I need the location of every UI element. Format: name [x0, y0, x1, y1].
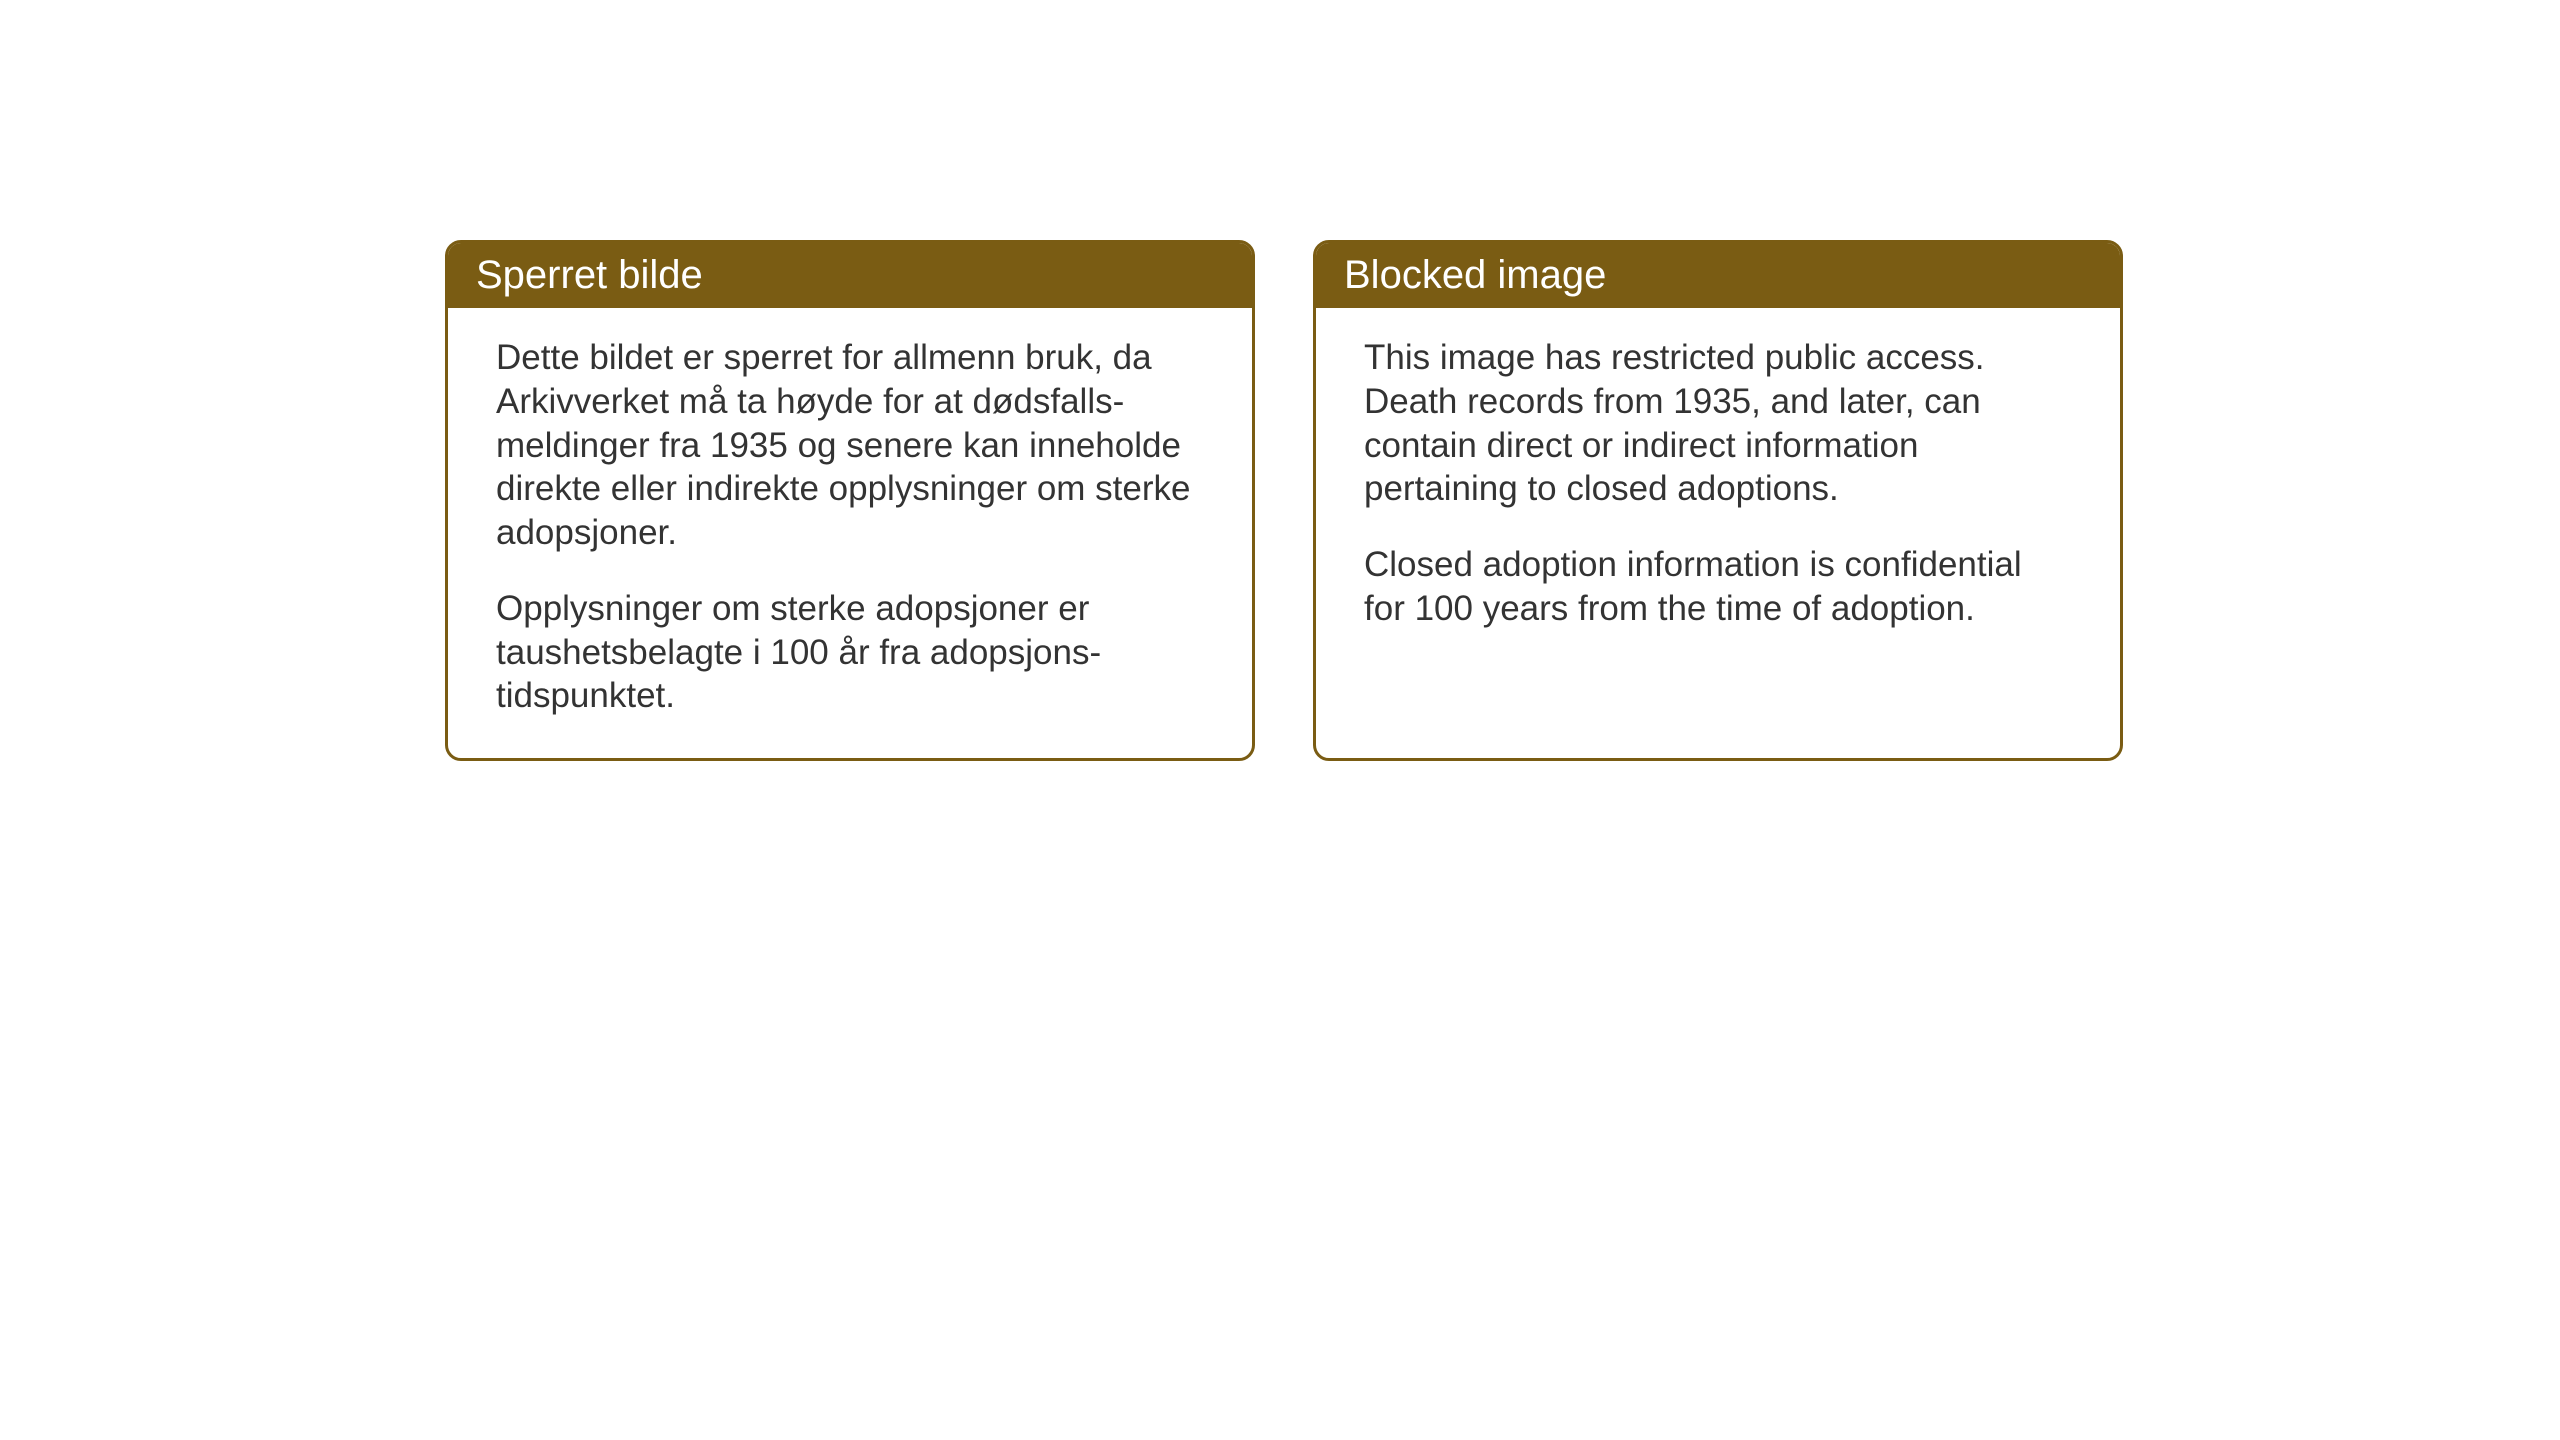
notice-header-norwegian: Sperret bilde [448, 243, 1252, 308]
notice-title-english: Blocked image [1344, 253, 1606, 297]
notice-paragraph1-english: This image has restricted public access.… [1364, 336, 2072, 511]
notice-body-english: This image has restricted public access.… [1316, 308, 2120, 748]
notice-body-norwegian: Dette bildet er sperret for allmenn bruk… [448, 308, 1252, 758]
notice-paragraph1-norwegian: Dette bildet er sperret for allmenn bruk… [496, 336, 1204, 555]
notice-paragraph2-norwegian: Opplysninger om sterke adopsjoner er tau… [496, 587, 1204, 718]
notice-header-english: Blocked image [1316, 243, 2120, 308]
notice-card-english: Blocked image This image has restricted … [1313, 240, 2123, 761]
notice-title-norwegian: Sperret bilde [476, 253, 703, 297]
notice-container: Sperret bilde Dette bildet er sperret fo… [445, 240, 2123, 761]
notice-paragraph2-english: Closed adoption information is confident… [1364, 543, 2072, 631]
notice-card-norwegian: Sperret bilde Dette bildet er sperret fo… [445, 240, 1255, 761]
